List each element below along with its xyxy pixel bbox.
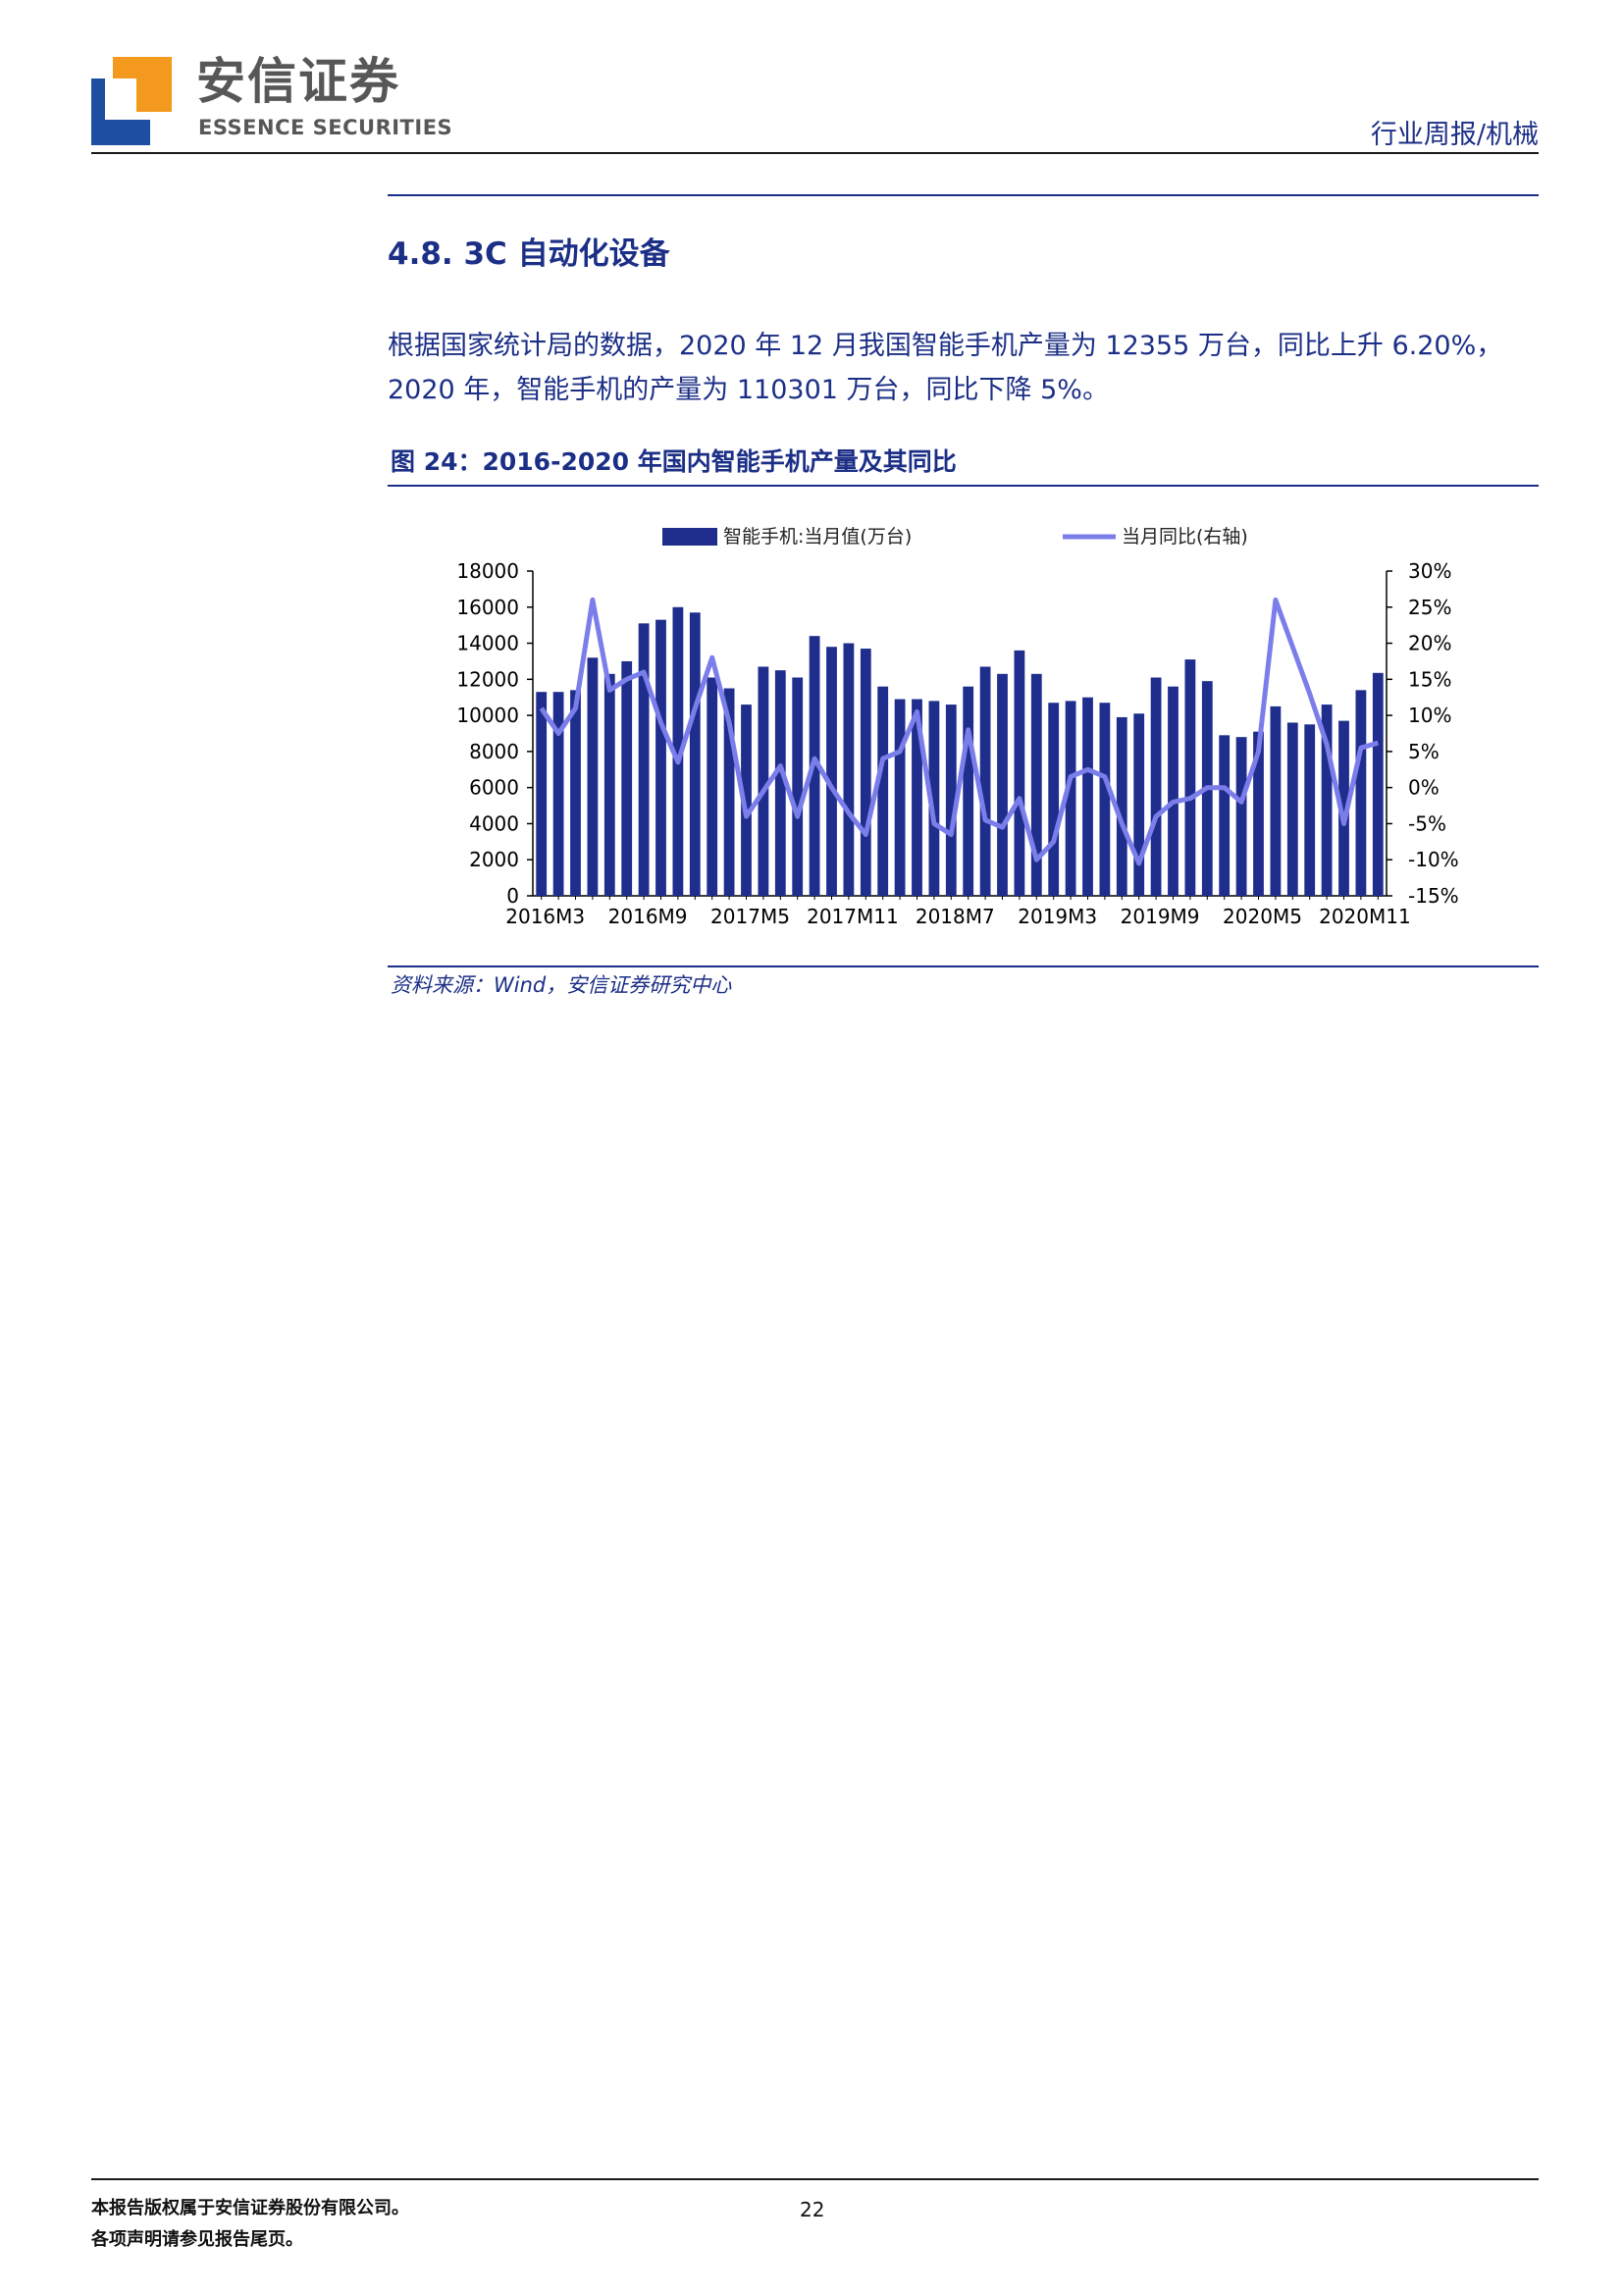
bar — [1356, 690, 1367, 896]
right-tick-label: 15% — [1408, 667, 1451, 691]
bar — [792, 677, 803, 896]
bar — [588, 657, 599, 896]
brand-name-chinese: 安信证券 — [196, 57, 400, 106]
bar — [877, 687, 888, 896]
x-tick-label: 2019M9 — [1121, 905, 1200, 928]
right-tick-label: -10% — [1408, 848, 1459, 871]
bar — [1287, 722, 1298, 896]
x-tick-label: 2017M11 — [807, 905, 899, 928]
figure-top-divider — [388, 485, 1539, 487]
bar — [1236, 737, 1247, 896]
right-tick-label: 5% — [1408, 740, 1440, 763]
yoy-line — [542, 600, 1379, 863]
left-tick-label: 18000 — [456, 559, 519, 583]
x-tick-label: 2016M3 — [505, 905, 585, 928]
bar — [553, 692, 564, 896]
figure-source: 资料来源：Wind，安信证券研究中心 — [391, 971, 731, 1000]
bar — [1082, 698, 1093, 896]
bar — [1304, 724, 1315, 896]
report-type-label: 行业周报/机械 — [1371, 122, 1539, 148]
footer-disclaimer: 各项声明请参见报告尾页。 — [91, 2225, 303, 2251]
right-tick-label: -15% — [1408, 884, 1459, 908]
bar — [1048, 703, 1059, 896]
bar — [1373, 673, 1384, 896]
page-number: 22 — [800, 2198, 824, 2221]
bar — [1015, 651, 1025, 896]
left-tick-label: 12000 — [456, 667, 519, 691]
left-tick-label: 6000 — [469, 776, 519, 800]
bar — [570, 690, 581, 896]
bar — [1168, 687, 1179, 896]
bar — [980, 666, 991, 896]
bar — [639, 623, 650, 896]
left-tick-label: 10000 — [456, 704, 519, 727]
bar — [536, 692, 547, 896]
left-tick-label: 14000 — [456, 632, 519, 655]
smartphone-production-chart: 智能手机:当月值(万台) 当月同比(右轴) 0 2000 4000 6000 8000 1… — [388, 510, 1539, 962]
header-divider — [91, 152, 1539, 154]
figure-title: 图 24：2016-2020 年国内智能手机产量及其同比 — [391, 449, 957, 474]
bar — [1100, 703, 1111, 896]
bar — [759, 666, 769, 896]
bar — [690, 612, 701, 896]
section-title: 4.8. 3C 自动化设备 — [388, 239, 670, 270]
legend-swatch-bars — [662, 528, 717, 546]
bar — [826, 647, 837, 896]
line-series — [542, 600, 1379, 863]
bar — [895, 700, 906, 896]
right-tick-label: 30% — [1408, 559, 1451, 583]
legend-label-bars: 智能手机:当月值(万台) — [723, 526, 912, 548]
right-tick-label: -5% — [1408, 811, 1446, 835]
bar — [707, 677, 717, 896]
right-tick-label: 10% — [1408, 704, 1451, 727]
brand-name-english: ESSENCE SECURITIES — [198, 118, 452, 138]
right-tick-label: 25% — [1408, 596, 1451, 619]
bar — [1133, 713, 1144, 896]
bar — [844, 644, 855, 896]
essence-securities-logo — [91, 57, 172, 145]
bar — [1031, 674, 1042, 896]
bar — [1185, 659, 1196, 896]
left-tick-label: 16000 — [456, 596, 519, 619]
section-divider — [388, 194, 1539, 196]
figure-bottom-divider — [388, 965, 1539, 967]
bar — [1271, 706, 1282, 896]
footer-divider — [91, 2178, 1539, 2180]
left-tick-label: 8000 — [469, 740, 519, 763]
x-tick-label: 2019M3 — [1018, 905, 1097, 928]
left-tick-label: 4000 — [469, 811, 519, 835]
right-tick-label: 20% — [1408, 632, 1451, 655]
x-tick-label: 2017M5 — [710, 905, 790, 928]
bar — [1151, 677, 1162, 896]
right-tick-label: 0% — [1408, 776, 1440, 800]
section-paragraph: 根据国家统计局的数据，2020 年 12 月我国智能手机产量为 12355 万台… — [388, 324, 1545, 412]
x-tick-label: 2016M9 — [608, 905, 688, 928]
chart-legend: 智能手机:当月值(万台) 当月同比(右轴) — [662, 526, 1248, 548]
x-tick-label: 2020M11 — [1319, 905, 1411, 928]
x-tick-label: 2020M5 — [1223, 905, 1302, 928]
x-tick-label: 2018M7 — [916, 905, 995, 928]
bar — [655, 620, 666, 896]
bar — [604, 674, 615, 896]
left-tick-label: 2000 — [469, 848, 519, 871]
legend-label-line: 当月同比(右轴) — [1122, 526, 1248, 548]
footer-copyright: 本报告版权属于安信证券股份有限公司。 — [91, 2194, 409, 2219]
bar — [621, 661, 632, 896]
bar — [1219, 735, 1230, 896]
bar — [963, 687, 973, 896]
bar — [997, 674, 1008, 896]
bar — [861, 649, 871, 896]
